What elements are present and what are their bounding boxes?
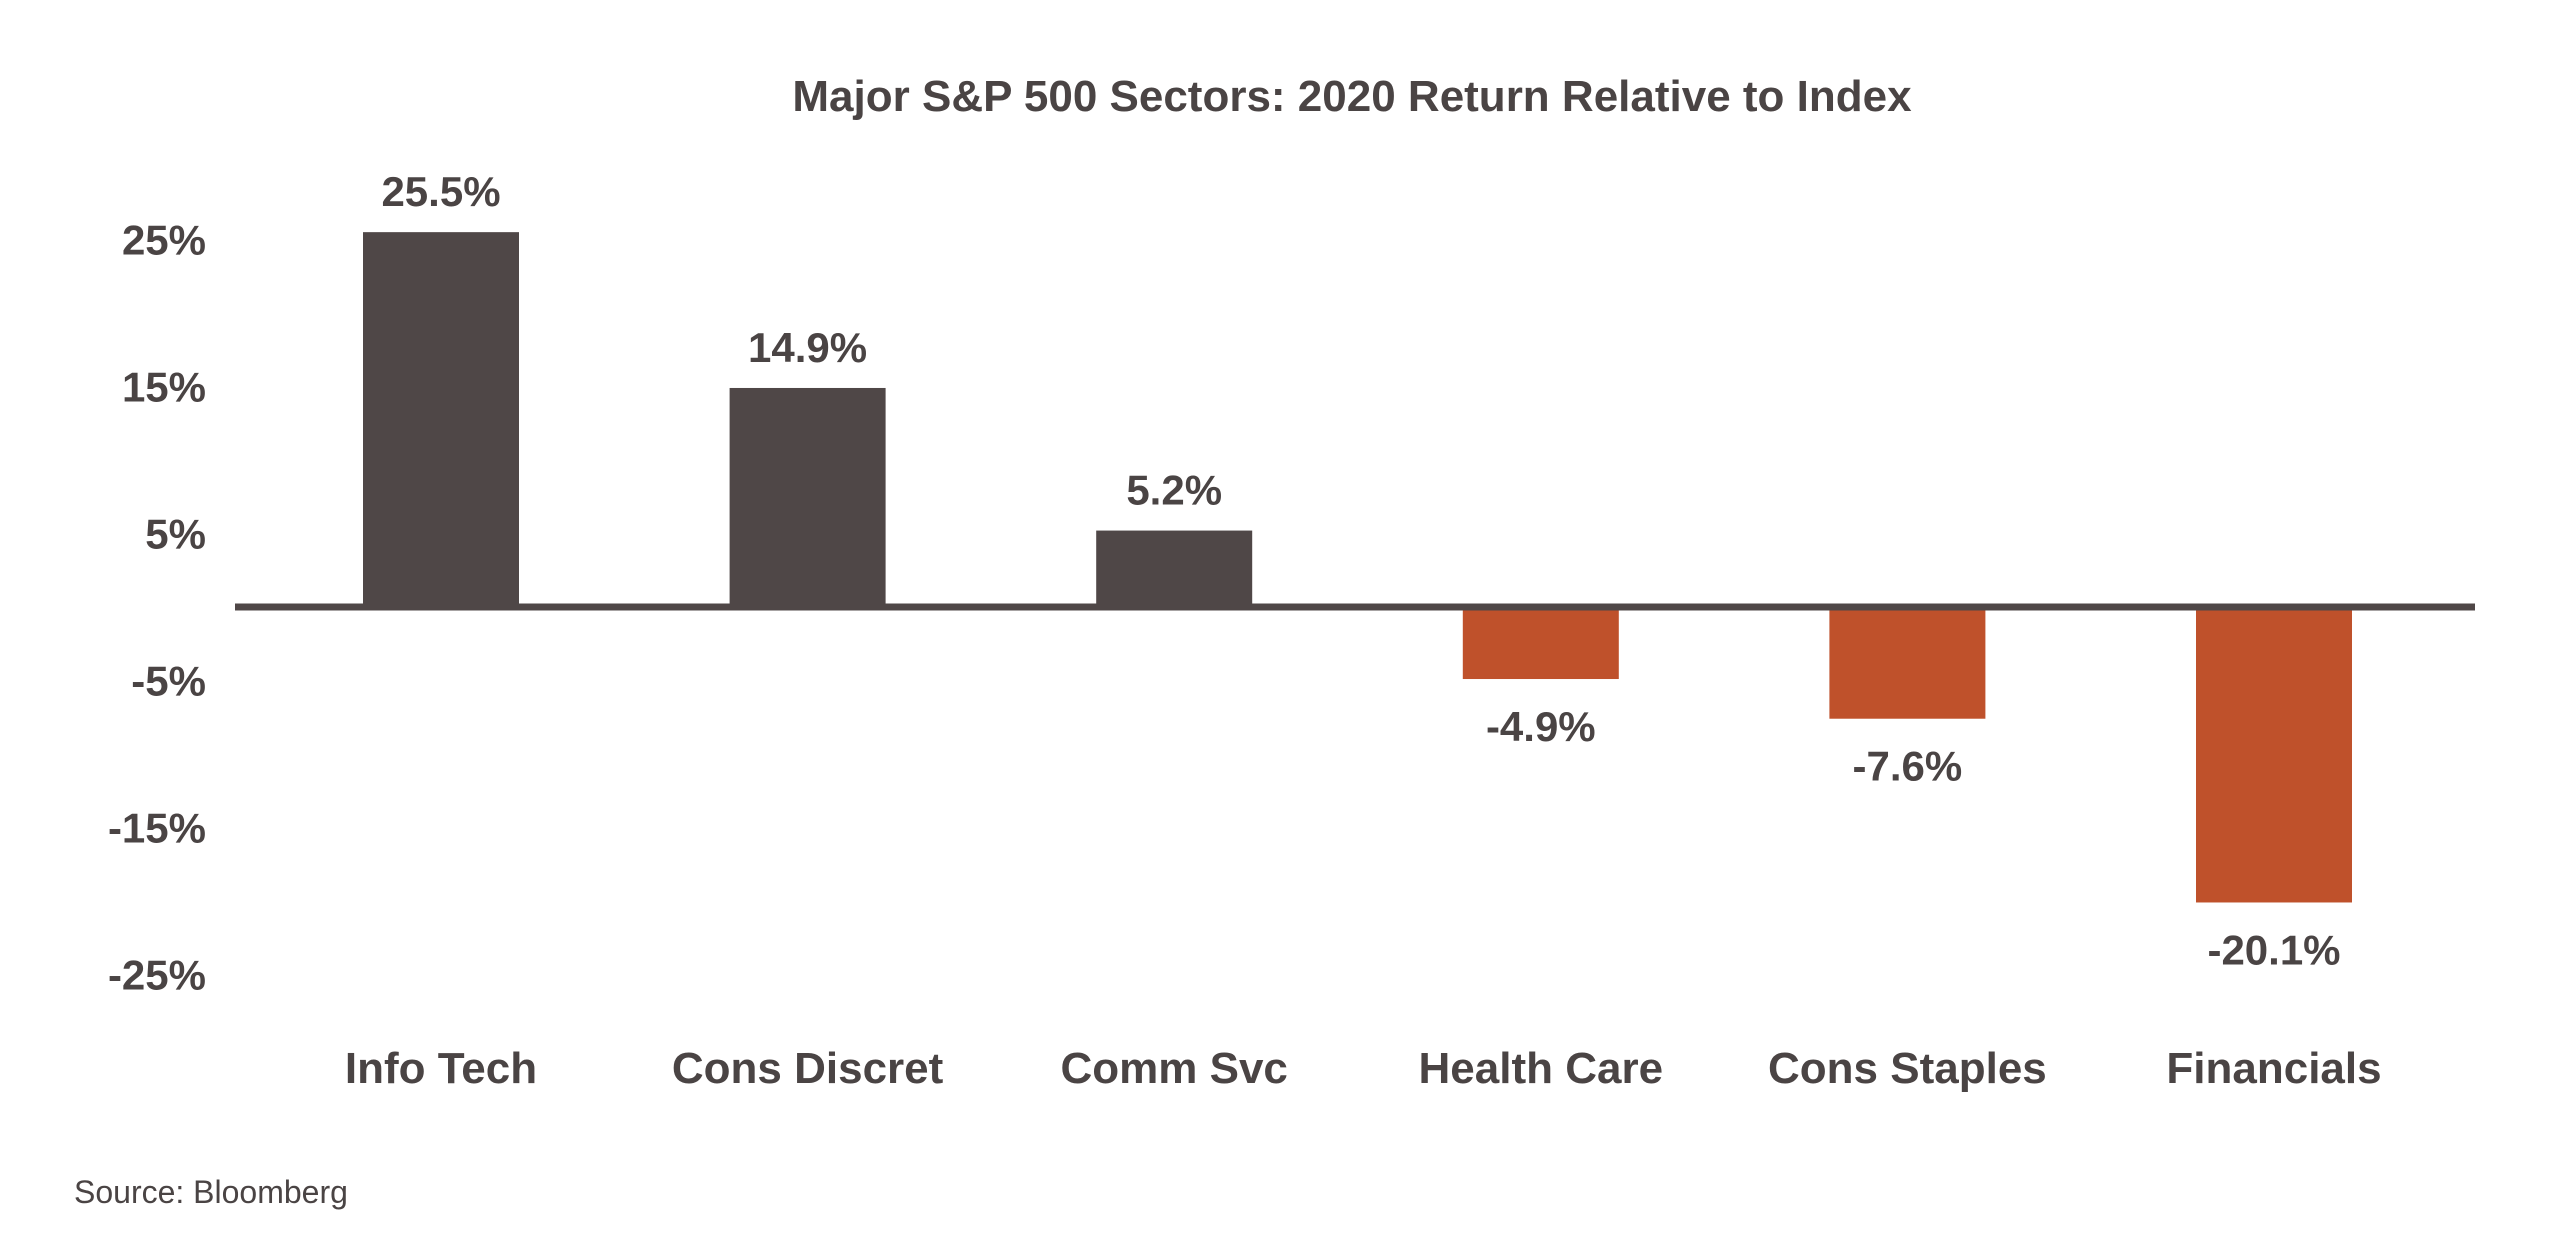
bar [1462,607,1619,680]
bar [1829,607,1986,719]
bar [729,387,886,607]
y-tick-label: -5% [131,658,206,705]
data-label: -7.6% [1853,743,1963,790]
y-tick-label: 15% [122,364,206,411]
category-label: Health Care [1419,1044,1664,1093]
data-labels: 25.5% 14.9% 5.2% -4.9% -7.6% -20.1% [381,168,2340,973]
y-tick-label: 5% [145,511,206,558]
y-tick-label: 25% [122,217,206,264]
data-label: -4.9% [1486,703,1596,750]
category-labels: Info Tech Cons Discret Comm Svc Health Care… [345,1044,2382,1093]
category-label: Info Tech [345,1044,537,1093]
bar [1096,530,1253,607]
data-label: 25.5% [381,168,500,215]
y-tick-label: -25% [108,952,206,999]
bar [363,232,519,607]
y-axis-ticks: 25% 15% 5% -5% -15% -25% [108,217,206,999]
data-label: 5.2% [1126,467,1222,514]
category-label: Financials [2166,1044,2381,1093]
bar [2196,607,2352,903]
source-note: Source: Bloomberg [74,1174,348,1210]
y-tick-label: -15% [108,805,206,852]
category-label: Cons Discret [672,1044,944,1093]
chart-title: Major S&P 500 Sectors: 2020 Return Relat… [792,72,1912,121]
bars [363,232,2352,903]
category-label: Cons Staples [1768,1044,2047,1093]
category-label: Comm Svc [1060,1044,1287,1093]
data-label: 14.9% [748,324,867,371]
data-label: -20.1% [2207,926,2340,973]
